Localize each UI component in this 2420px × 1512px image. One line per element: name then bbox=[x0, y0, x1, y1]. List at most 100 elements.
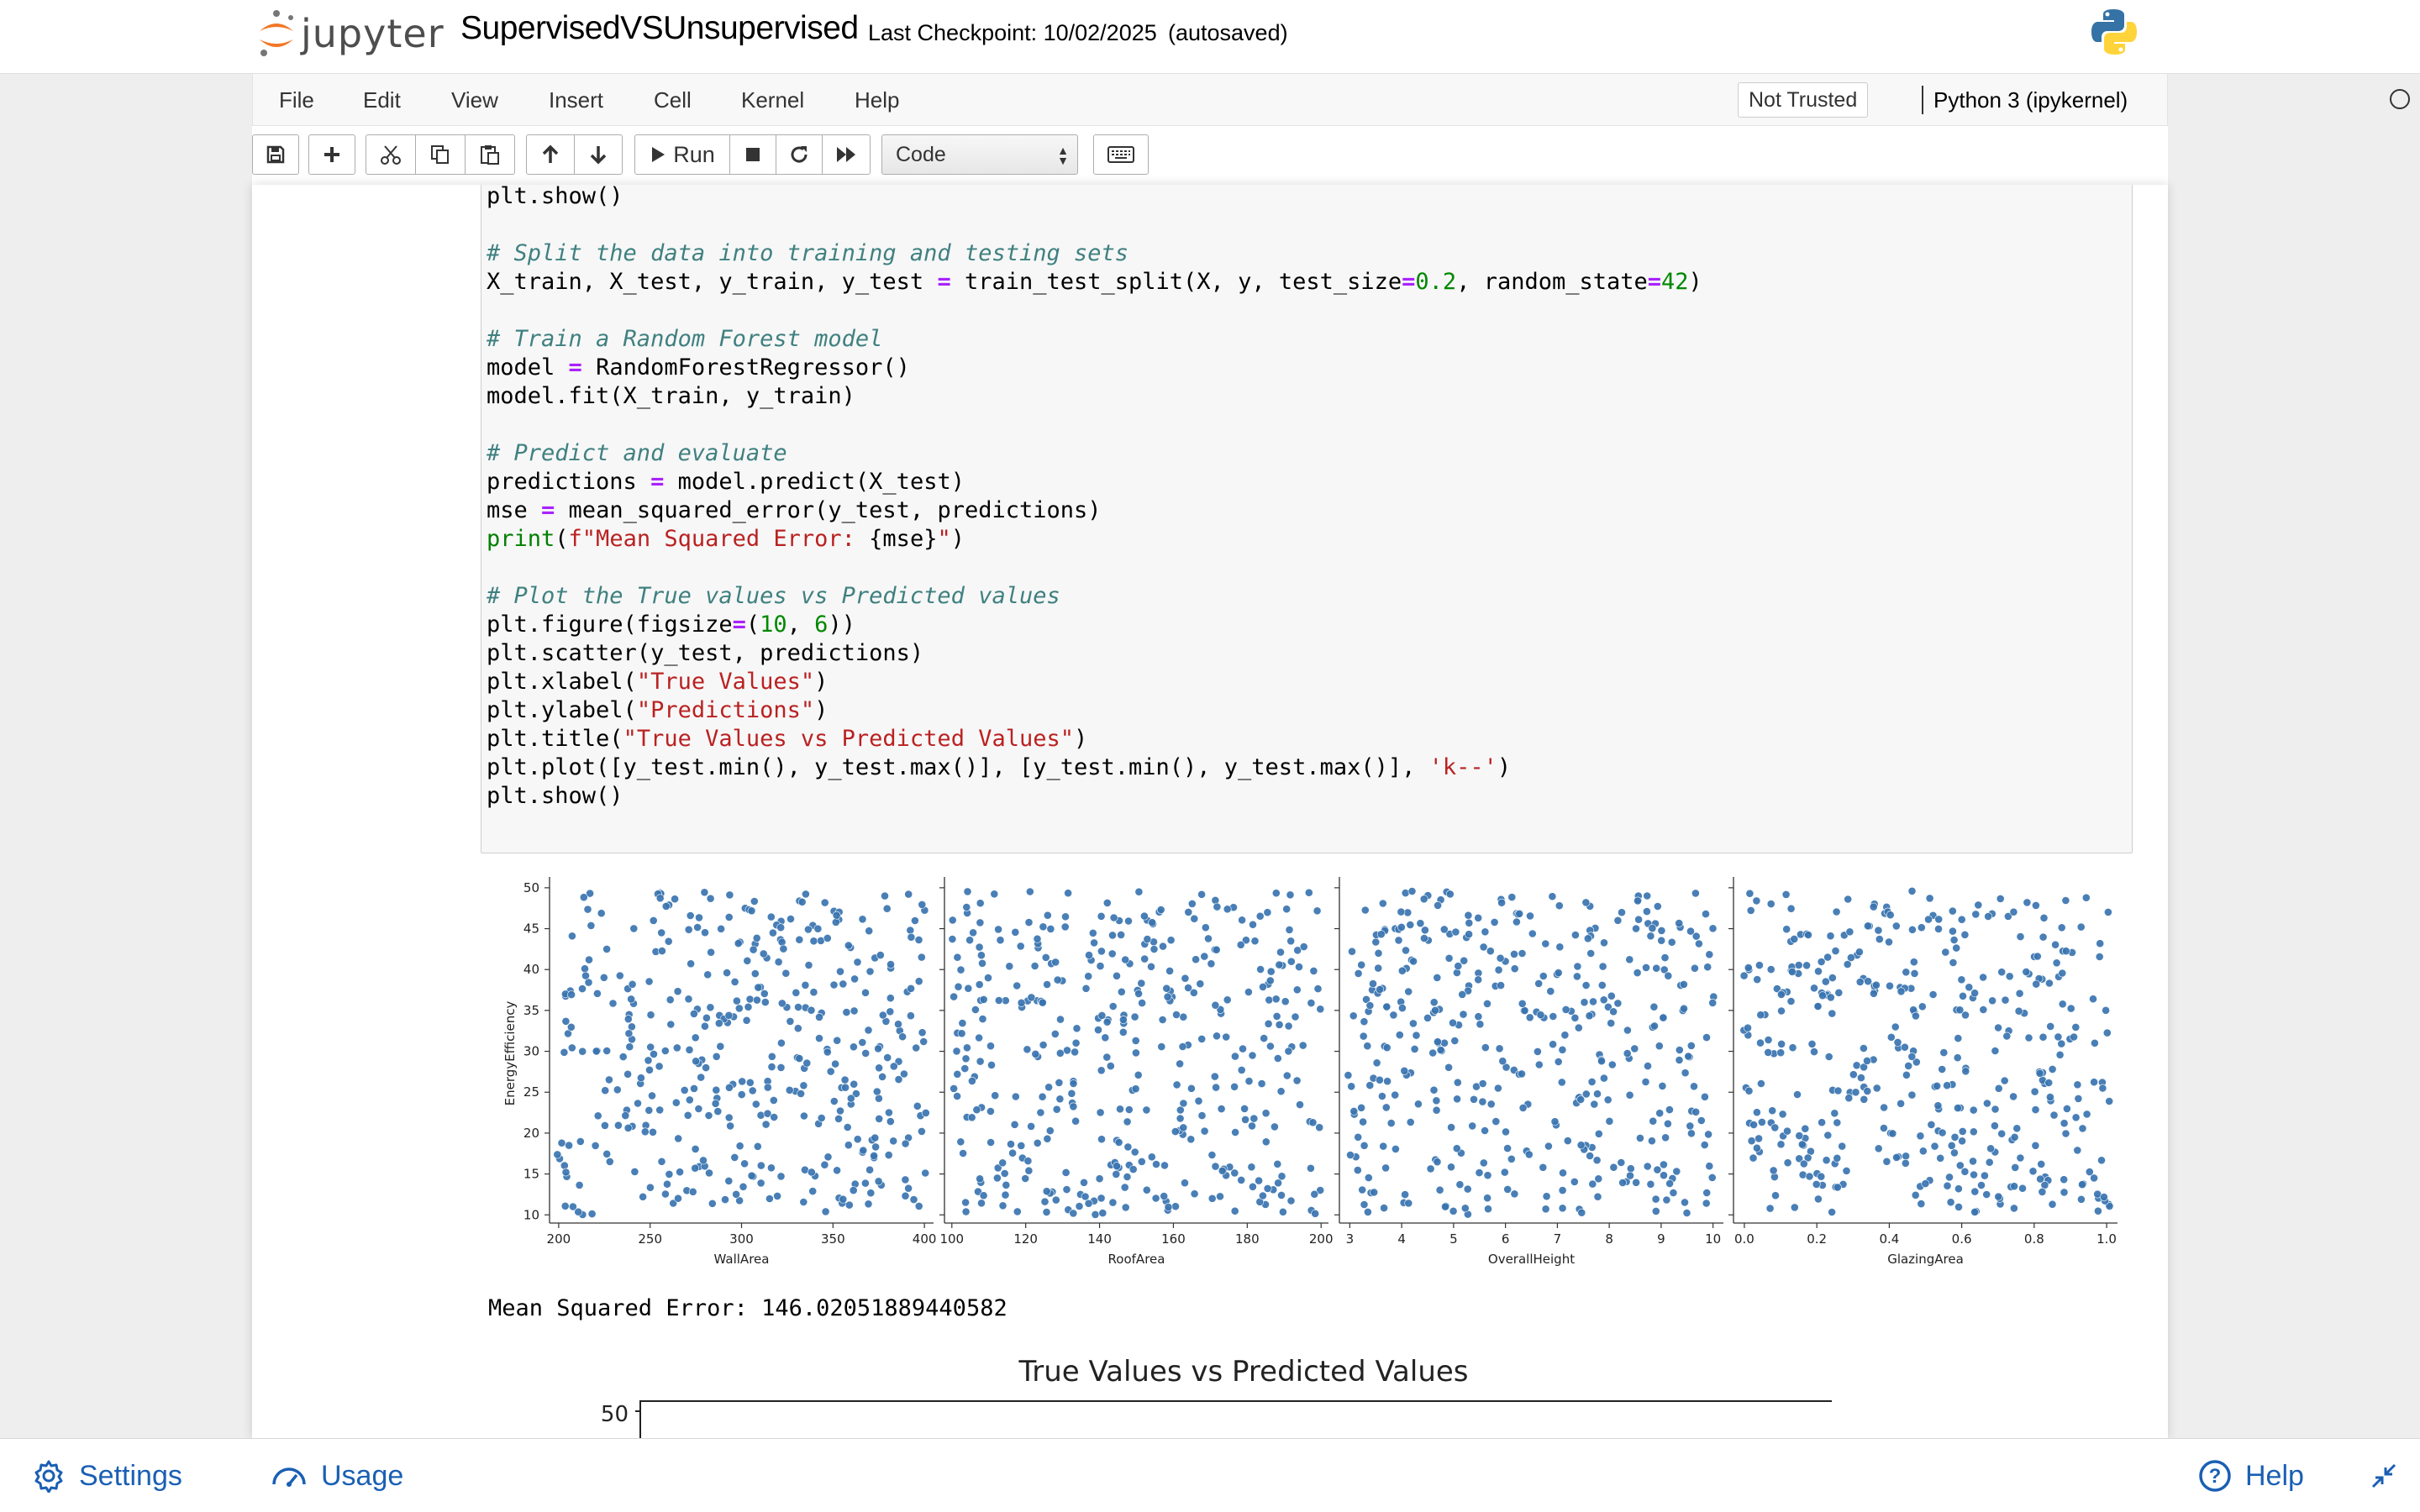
code-cell[interactable]: plt.show() # Split the data into training… bbox=[481, 185, 2133, 853]
scatter-point bbox=[664, 937, 673, 946]
scatter-point bbox=[1249, 920, 1257, 929]
code-token: "True Values vs Predicted Values" bbox=[623, 726, 1074, 752]
scatter-point bbox=[884, 1151, 893, 1159]
scatter-point bbox=[671, 895, 679, 904]
scatter-point bbox=[1088, 928, 1097, 937]
scatter-point bbox=[1152, 1160, 1160, 1168]
help-button[interactable]: ? Help bbox=[2198, 1457, 2304, 1494]
scatter-point bbox=[1108, 1002, 1118, 1011]
menu-insert[interactable]: Insert bbox=[549, 87, 604, 113]
scatter-point bbox=[953, 953, 962, 962]
scatter-point bbox=[1969, 1127, 1978, 1137]
scatter-point bbox=[1249, 1182, 1257, 1191]
scatter-point bbox=[644, 1105, 654, 1115]
scatter-point bbox=[1498, 1057, 1507, 1066]
scatter-point bbox=[1248, 1051, 1257, 1060]
scatter-point bbox=[666, 1020, 676, 1029]
move-cell-up-button[interactable] bbox=[526, 134, 575, 175]
jupyter-logo[interactable]: jupyter bbox=[257, 8, 445, 59]
scatter-point bbox=[740, 1159, 749, 1168]
settings-button[interactable]: Settings bbox=[32, 1457, 182, 1494]
scatter-point bbox=[1097, 947, 1106, 956]
usage-button[interactable]: Usage bbox=[271, 1457, 403, 1494]
scatter-point bbox=[886, 1117, 895, 1126]
scatter-point bbox=[1358, 1185, 1367, 1194]
scatter-point bbox=[779, 944, 788, 953]
scatter-point bbox=[1680, 979, 1688, 989]
scatter-point bbox=[1494, 965, 1503, 974]
scatter-point bbox=[1970, 1187, 1980, 1196]
menu-help[interactable]: Help bbox=[855, 87, 900, 113]
scatter-point bbox=[2073, 1146, 2082, 1155]
scatter-point bbox=[839, 979, 848, 989]
scatter-point bbox=[1908, 925, 1917, 934]
scatter-point bbox=[1665, 1105, 1674, 1114]
copy-button[interactable] bbox=[415, 134, 466, 175]
collapse-button[interactable] bbox=[2370, 1457, 2412, 1494]
scatter-point bbox=[685, 1095, 694, 1105]
restart-run-all-button[interactable] bbox=[822, 134, 871, 175]
scatter-point bbox=[1623, 1049, 1632, 1058]
menu-kernel[interactable]: Kernel bbox=[741, 87, 805, 113]
scatter-point bbox=[1021, 1174, 1030, 1183]
scatter-point bbox=[921, 1108, 930, 1117]
scatter-point bbox=[1444, 1063, 1453, 1072]
scatter-point bbox=[1753, 1108, 1761, 1117]
scatter-point bbox=[1849, 1070, 1858, 1079]
scatter-point bbox=[684, 995, 693, 1004]
scatter-point bbox=[956, 1137, 965, 1147]
scatter-point bbox=[1013, 981, 1022, 990]
scatter-point bbox=[735, 1142, 744, 1151]
notebook-name[interactable]: SupervisedVSUnsupervised bbox=[460, 10, 859, 46]
menu-cell[interactable]: Cell bbox=[654, 87, 692, 113]
scatter-point bbox=[713, 1107, 723, 1116]
scatter-point bbox=[907, 932, 916, 942]
scatter-point bbox=[1512, 917, 1521, 927]
scatter-point bbox=[1643, 891, 1652, 900]
scatter-point bbox=[1470, 1095, 1478, 1104]
save-button[interactable] bbox=[252, 134, 299, 175]
scatter-point bbox=[587, 1210, 597, 1218]
scatter-point bbox=[2105, 1201, 2114, 1210]
scatter-point bbox=[1273, 1054, 1282, 1063]
x-tick-label: 300 bbox=[729, 1231, 754, 1247]
scatter-point bbox=[889, 1137, 898, 1146]
x-tick-label: 0.6 bbox=[1952, 1231, 1972, 1247]
menu-view[interactable]: View bbox=[451, 87, 498, 113]
scatter-point bbox=[1313, 984, 1323, 993]
scatter-point bbox=[623, 1123, 633, 1132]
insert-cell-button[interactable] bbox=[308, 134, 355, 175]
run-button[interactable]: Run bbox=[634, 134, 730, 175]
scatter-point bbox=[1432, 1105, 1441, 1115]
move-cell-down-button[interactable] bbox=[574, 134, 623, 175]
scatter-point bbox=[1255, 1176, 1263, 1185]
restart-kernel-button[interactable] bbox=[776, 134, 823, 175]
scatter-point bbox=[1934, 925, 1943, 933]
scatter-point bbox=[823, 1152, 833, 1162]
scatter-point bbox=[1055, 1048, 1065, 1058]
not-trusted-button[interactable]: Not Trusted bbox=[1738, 82, 1869, 118]
scatter-point bbox=[1039, 1041, 1048, 1049]
scatter-point bbox=[1372, 1058, 1381, 1068]
command-palette-button[interactable] bbox=[1093, 134, 1149, 175]
scatter-point bbox=[575, 1180, 584, 1189]
scatter-point bbox=[1140, 911, 1149, 921]
scatter-point bbox=[2060, 1188, 2069, 1197]
scatter-point bbox=[676, 1168, 684, 1177]
menu-edit[interactable]: Edit bbox=[363, 87, 401, 113]
scatter-point bbox=[737, 1090, 746, 1099]
scatter-point bbox=[797, 1089, 805, 1098]
cell-type-select[interactable]: Code ▲ ▼ bbox=[881, 134, 1078, 175]
scatter-point bbox=[1893, 1037, 1902, 1047]
scatter-point bbox=[901, 1191, 910, 1200]
code-editor[interactable]: plt.show() # Split the data into training… bbox=[487, 185, 1702, 811]
menu-file[interactable]: File bbox=[279, 87, 314, 113]
interrupt-kernel-button[interactable] bbox=[729, 134, 776, 175]
cut-button[interactable] bbox=[366, 134, 416, 175]
scatter-point bbox=[829, 980, 839, 990]
scatter-point bbox=[1011, 1092, 1020, 1101]
paste-button[interactable] bbox=[465, 134, 515, 175]
scatter-point bbox=[1607, 1019, 1616, 1027]
kernel-name[interactable]: Python 3 (ipykernel) bbox=[1933, 87, 2128, 113]
scatter-point bbox=[1117, 931, 1125, 939]
